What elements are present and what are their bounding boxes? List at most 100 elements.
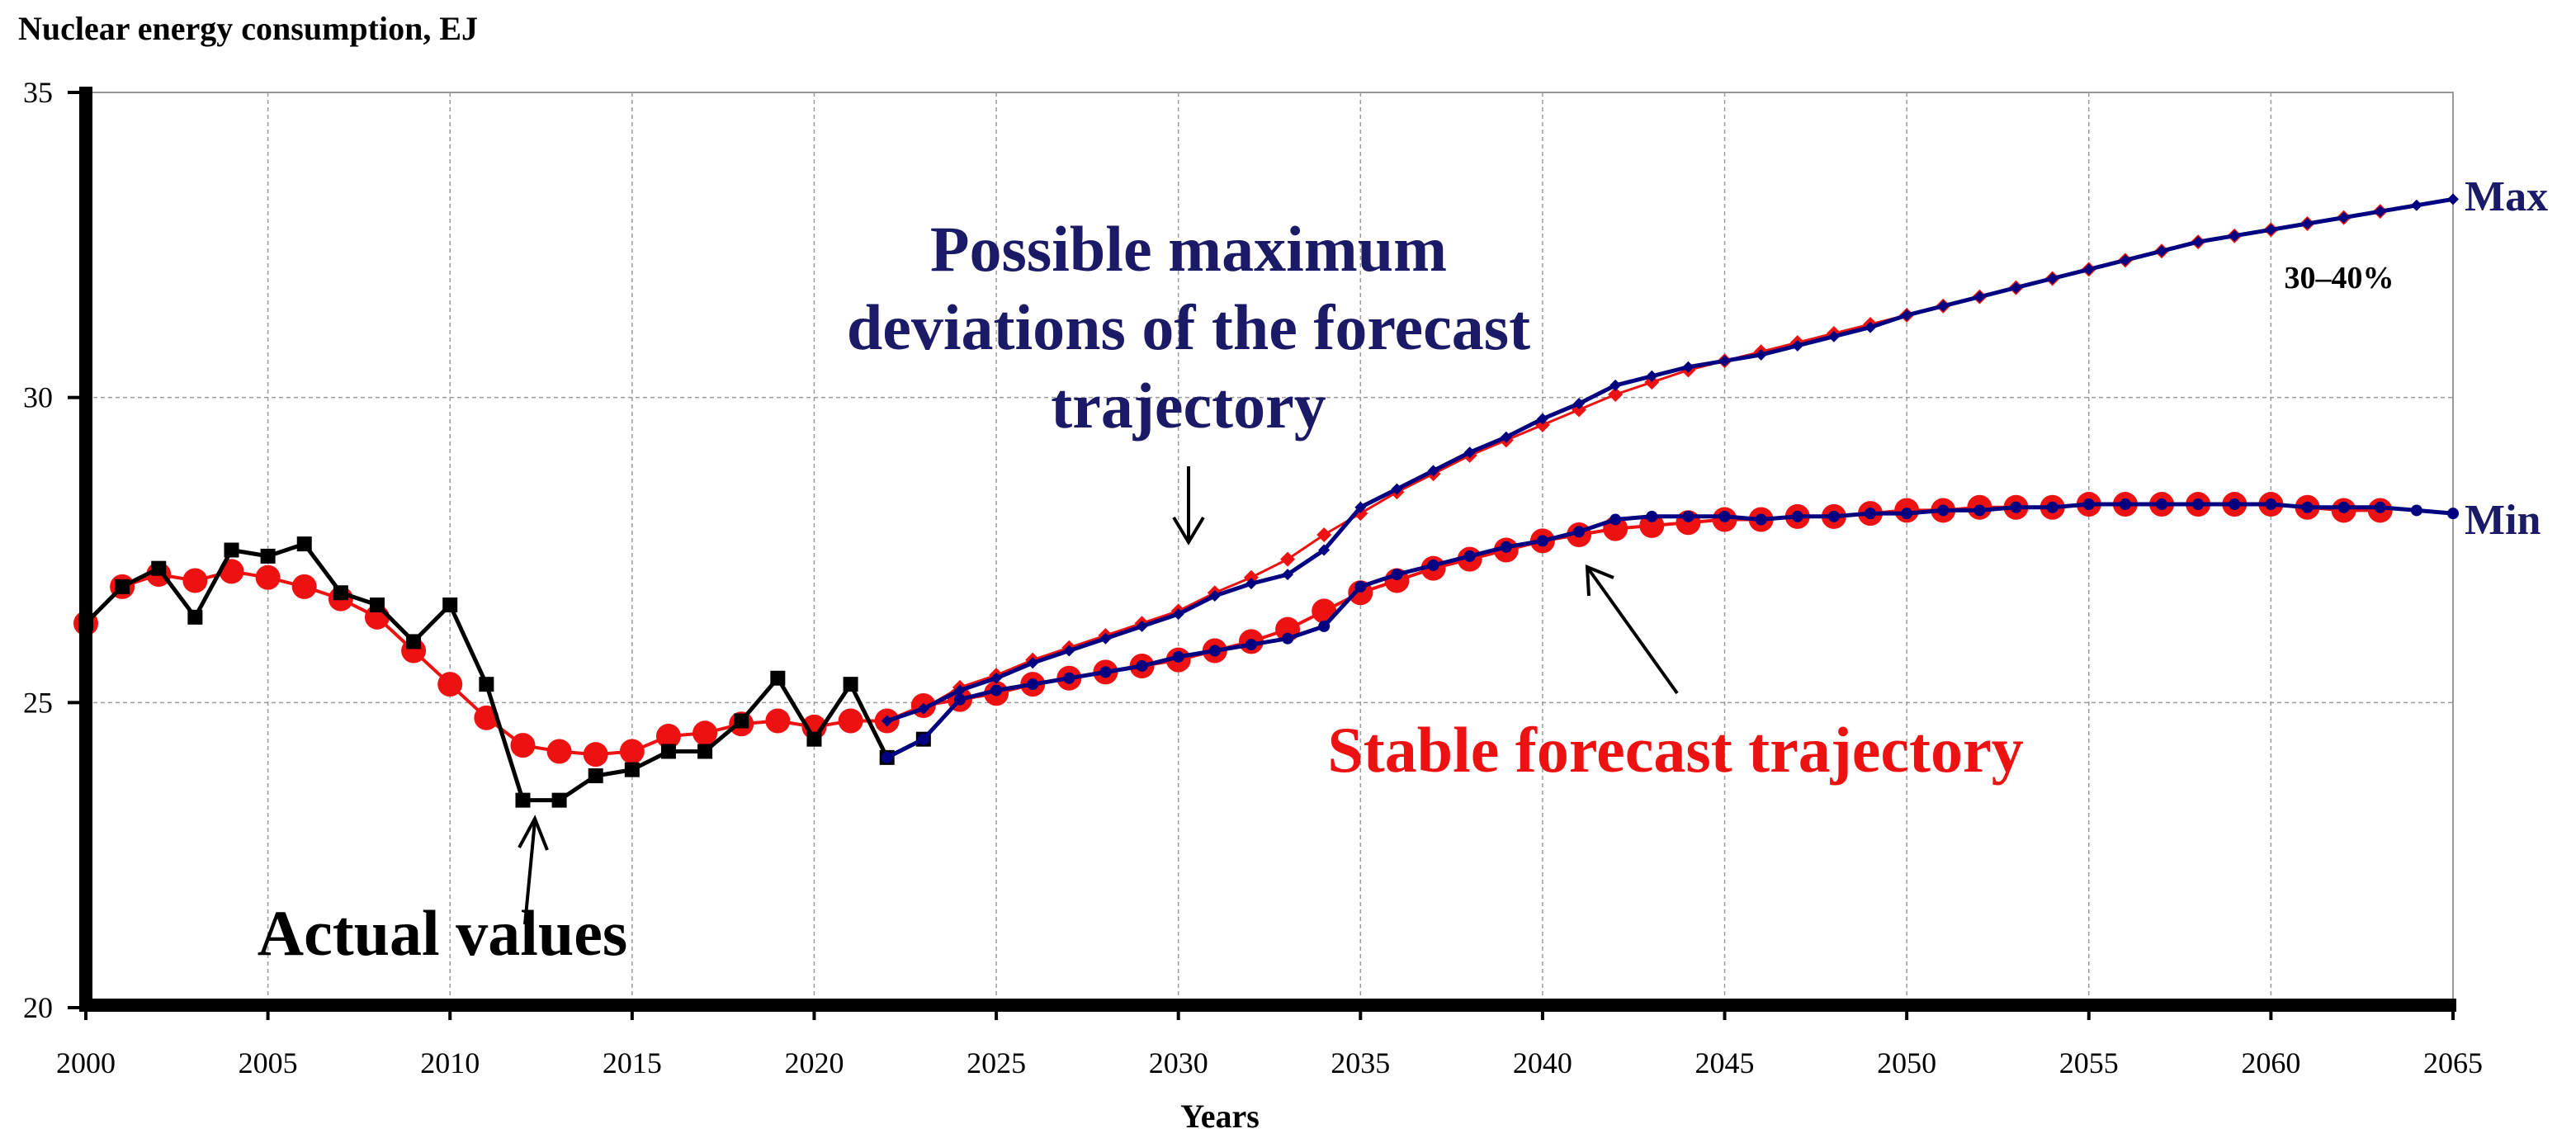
point-actual-values-2014	[588, 768, 603, 784]
annotation-max-line-2: deviations of the forecast	[847, 291, 1530, 363]
point-max-deviation-2059	[2229, 229, 2241, 242]
point-actual-values-2004	[224, 542, 239, 558]
point-stable-forecast-trajectory-2019	[765, 708, 791, 734]
point-min-deviation-2032	[1245, 639, 1257, 651]
point-actual-values-2001	[115, 579, 130, 594]
point-actual-values-2002	[151, 560, 167, 576]
point-max-deviation-2050	[1901, 309, 1913, 321]
series-layer	[73, 193, 2459, 808]
point-actual-values-2012	[515, 792, 531, 808]
point-min-deviation-2033	[1282, 632, 1294, 645]
point-max-deviation-2038	[1463, 446, 1476, 459]
point-min-deviation-2044	[1682, 510, 1694, 522]
series-line-actual-values	[84, 541, 924, 803]
y-tick-20: 20	[23, 991, 53, 1024]
point-max-deviation-2061	[2301, 217, 2314, 229]
series-line-min-deviation	[886, 502, 2454, 760]
point-max-deviation-2030	[1172, 608, 1184, 621]
annotation-max-line-1: Possible maximum	[930, 213, 1447, 285]
point-max-deviation-2026	[1027, 657, 1039, 669]
point-stable-forecast-trajectory-2016	[655, 723, 681, 749]
point-actual-values-2018	[734, 713, 749, 729]
point-max-deviation-2043	[1646, 370, 1658, 382]
point-min-deviation-2023	[917, 733, 929, 745]
y-tick-30: 30	[23, 381, 53, 414]
max-deviation-annotation: Possible maximum deviations of the forec…	[847, 213, 1530, 442]
point-min-deviation-2054	[2046, 501, 2058, 513]
point-min-deviation-2063	[2374, 501, 2386, 513]
arrow-to-actual-minimum	[518, 815, 549, 925]
point-actual-values-2007	[333, 585, 348, 601]
series-line-max-deviation-stable-model-markers	[886, 210, 2381, 722]
point-min-deviation-2042	[1609, 513, 1622, 526]
point-stable-forecast-trajectory-2011	[474, 705, 499, 730]
point-actual-values-2008	[369, 597, 385, 613]
point-max-deviation-2045	[1718, 355, 1731, 367]
point-min-deviation-2056	[2119, 498, 2131, 511]
point-actual-values-2015	[624, 762, 640, 777]
point-stable-forecast-trajectory-2043	[1639, 512, 1665, 538]
point-stable-forecast-trajectory-2013	[546, 739, 572, 764]
point-min-deviation-2035	[1354, 580, 1367, 593]
y-tick-25: 25	[23, 686, 53, 719]
point-stable-forecast-trajectory-2006	[291, 574, 317, 599]
point-stable-forecast-trajectory-2015	[619, 739, 645, 764]
point-max-deviation-2047	[1791, 339, 1803, 352]
point-min-deviation-2034	[1318, 620, 1331, 632]
x-tick-2060: 2060	[2241, 1046, 2300, 1079]
x-tick-2005: 2005	[239, 1046, 298, 1079]
arrows	[518, 466, 1679, 925]
point-max-deviation-2022	[881, 715, 893, 727]
point-min-deviation-2039	[1500, 541, 1512, 553]
point-max-deviation-2023	[917, 702, 929, 715]
point-actual-values-2020	[806, 731, 822, 747]
point-min-deviation-2047	[1791, 510, 1803, 522]
series-line-stable-forecast-trajectory	[84, 503, 2380, 757]
point-min-deviation-2061	[2301, 501, 2314, 513]
point-min-deviation-2037	[1427, 559, 1439, 571]
point-min-deviation-2038	[1463, 550, 1476, 562]
point-max-deviation-2028	[1099, 632, 1112, 645]
point-max-deviation-2024	[953, 684, 966, 697]
series-min-deviation	[881, 498, 2459, 763]
point-max-deviation-2056	[2119, 254, 2131, 267]
point-min-deviation-2022	[881, 751, 893, 763]
point-max-deviation-2034	[1318, 544, 1331, 556]
point-min-deviation-2060	[2265, 498, 2277, 511]
point-min-deviation-2046	[1755, 513, 1767, 526]
x-tick-2020: 2020	[784, 1046, 844, 1079]
x-axis-line	[79, 999, 2456, 1012]
point-min-deviation-2028	[1099, 666, 1112, 678]
point-min-deviation-2024	[953, 693, 966, 706]
point-min-deviation-2065	[2447, 508, 2459, 520]
point-max-deviation-2046	[1755, 348, 1767, 361]
point-max-deviation-2037	[1427, 465, 1439, 477]
point-max-deviation-2033	[1282, 569, 1294, 581]
point-stable-forecast-trajectory-2021	[838, 708, 863, 734]
point-max-deviation-2035	[1354, 501, 1367, 513]
end-label-min: Min	[2465, 497, 2541, 544]
point-min-deviation-2048	[1827, 510, 1840, 522]
y-axis-line	[79, 87, 92, 1011]
x-tick-2025: 2025	[967, 1046, 1026, 1079]
point-min-deviation-2027	[1063, 672, 1075, 684]
point-max-deviation-2057	[2156, 245, 2168, 257]
point-stable-forecast-trajectory-2003	[182, 568, 208, 593]
point-min-deviation-2049	[1865, 508, 1877, 520]
point-max-deviation-2025	[990, 672, 1003, 684]
point-min-deviation-2059	[2229, 498, 2241, 511]
point-max-deviation-2065	[2447, 193, 2459, 205]
point-min-deviation-2041	[1573, 526, 1586, 538]
point-max-deviation-2054	[2046, 272, 2058, 285]
point-max-deviation-2062	[2337, 211, 2350, 224]
point-min-deviation-2055	[2082, 498, 2095, 511]
point-actual-values-2003	[187, 609, 203, 625]
point-min-deviation-2052	[1973, 504, 1986, 517]
x-tick-2050: 2050	[1877, 1046, 1936, 1079]
point-max-deviation-2040	[1536, 413, 1548, 425]
point-stable-forecast-trajectory-2017	[692, 720, 718, 746]
x-tick-2040: 2040	[1513, 1046, 1572, 1079]
point-actual-values-2010	[442, 597, 458, 613]
point-min-deviation-2045	[1718, 510, 1731, 522]
point-max-deviation-2032	[1245, 578, 1257, 590]
